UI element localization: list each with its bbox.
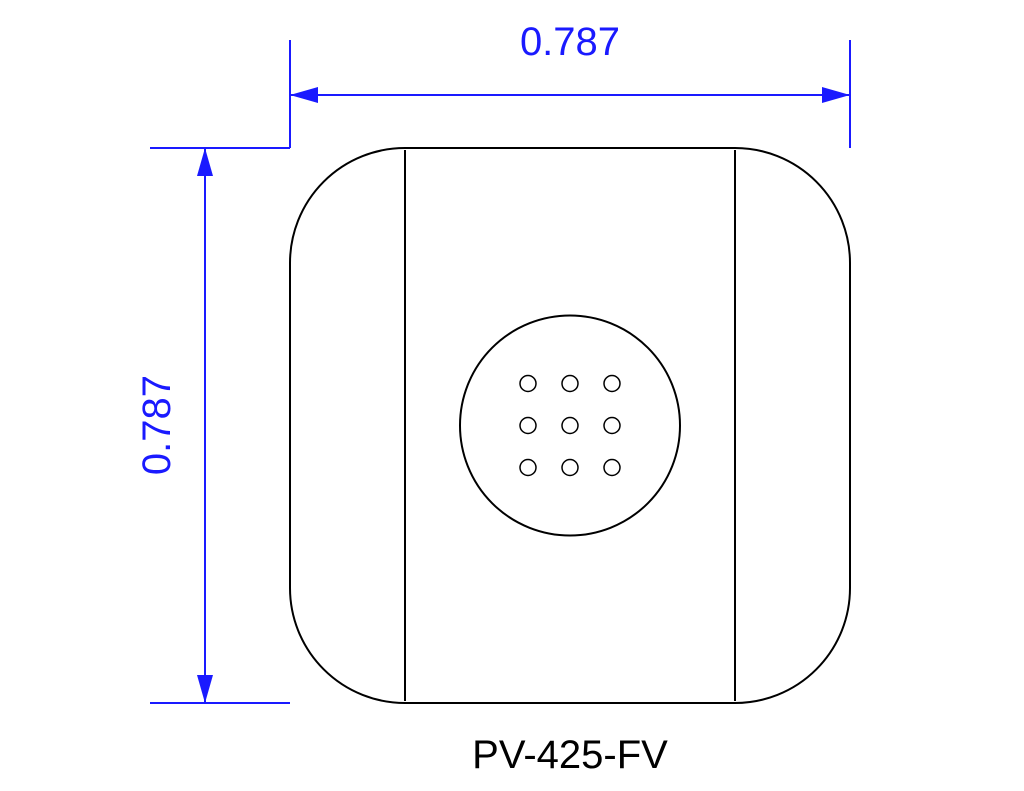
dim-value-height: 0.787 [135, 375, 179, 475]
vent-hole [520, 376, 536, 392]
dim-arrowhead [197, 675, 213, 703]
center-boss-circle [460, 316, 680, 536]
vent-hole [520, 418, 536, 434]
vent-hole [604, 460, 620, 476]
vent-hole [604, 376, 620, 392]
vent-hole [604, 418, 620, 434]
vent-hole [562, 418, 578, 434]
part-body [290, 148, 850, 703]
dim-arrowhead [822, 87, 850, 103]
vent-hole [562, 460, 578, 476]
dim-arrowhead [197, 148, 213, 176]
dim-arrowhead [290, 87, 318, 103]
vent-hole [520, 460, 536, 476]
dim-value-width: 0.787 [520, 20, 620, 64]
part-number-label: PV-425-FV [472, 733, 668, 777]
vent-hole [562, 376, 578, 392]
engineering-drawing: 0.787 0.787 PV-425-FV [0, 0, 1024, 791]
